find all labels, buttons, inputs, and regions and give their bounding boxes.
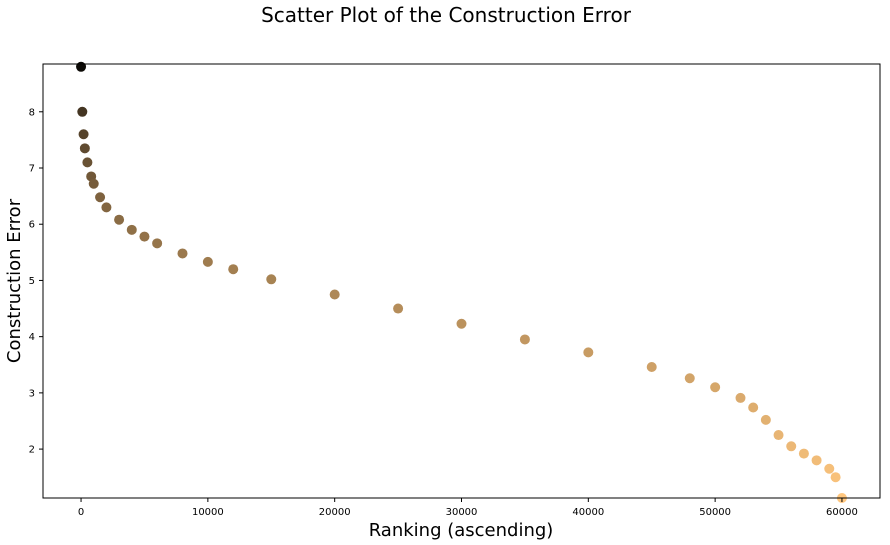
scatter-point [646,362,657,373]
x-tick-label: 60000 [826,507,858,518]
scatter-point [798,448,809,459]
scatter-point [824,463,835,474]
scatter-point [77,106,88,117]
scatter-points [76,61,847,503]
scatter-point [760,414,771,425]
scatter-point [114,214,125,225]
y-tick-label: 5 [29,276,35,287]
scatter-point [79,143,90,154]
y-axis-title: Construction Error [4,198,25,363]
scatter-point [95,192,106,203]
y-tick-label: 4 [29,332,35,343]
scatter-point [393,303,404,314]
scatter-point [773,430,784,441]
scatter-point [177,248,188,259]
x-tick-label: 10000 [192,507,224,518]
x-axis-title: Ranking (ascending) [369,520,554,541]
x-tick-label: 40000 [572,507,604,518]
scatter-point [710,382,721,393]
y-tick-label: 6 [29,220,35,231]
scatter-point [456,318,467,329]
x-axis: 0 10000 20000 30000 40000 50000 60000 [78,498,858,518]
y-tick-label: 7 [29,164,35,175]
scatter-point [735,392,746,403]
scatter-point [786,441,797,452]
y-axis: 2 3 4 5 6 7 8 [29,107,43,456]
scatter-point [76,61,87,72]
scatter-point [228,264,239,275]
y-tick-label: 3 [29,388,35,399]
scatter-point [583,347,594,358]
scatter-point [811,455,822,466]
scatter-point [830,472,841,483]
plot-frame [42,63,881,499]
scatter-point [519,334,530,345]
x-tick-label: 30000 [446,507,478,518]
y-tick-label: 2 [29,445,35,456]
scatter-point [152,238,163,249]
scatter-point [139,231,150,242]
scatter-point [88,178,99,189]
y-tick-label: 8 [29,107,35,118]
scatter-point [78,129,89,140]
chart-title: Scatter Plot of the Construction Error [261,3,632,27]
x-tick-label: 20000 [319,507,351,518]
scatter-point [329,289,340,300]
x-tick-label: 0 [78,507,84,518]
scatter-point [202,256,213,267]
scatter-point [101,202,112,213]
scatter-point [748,402,759,413]
scatter-point [684,373,695,384]
scatter-point [82,157,93,168]
scatter-point [126,224,137,235]
x-tick-label: 50000 [699,507,731,518]
scatter-point [266,274,277,285]
